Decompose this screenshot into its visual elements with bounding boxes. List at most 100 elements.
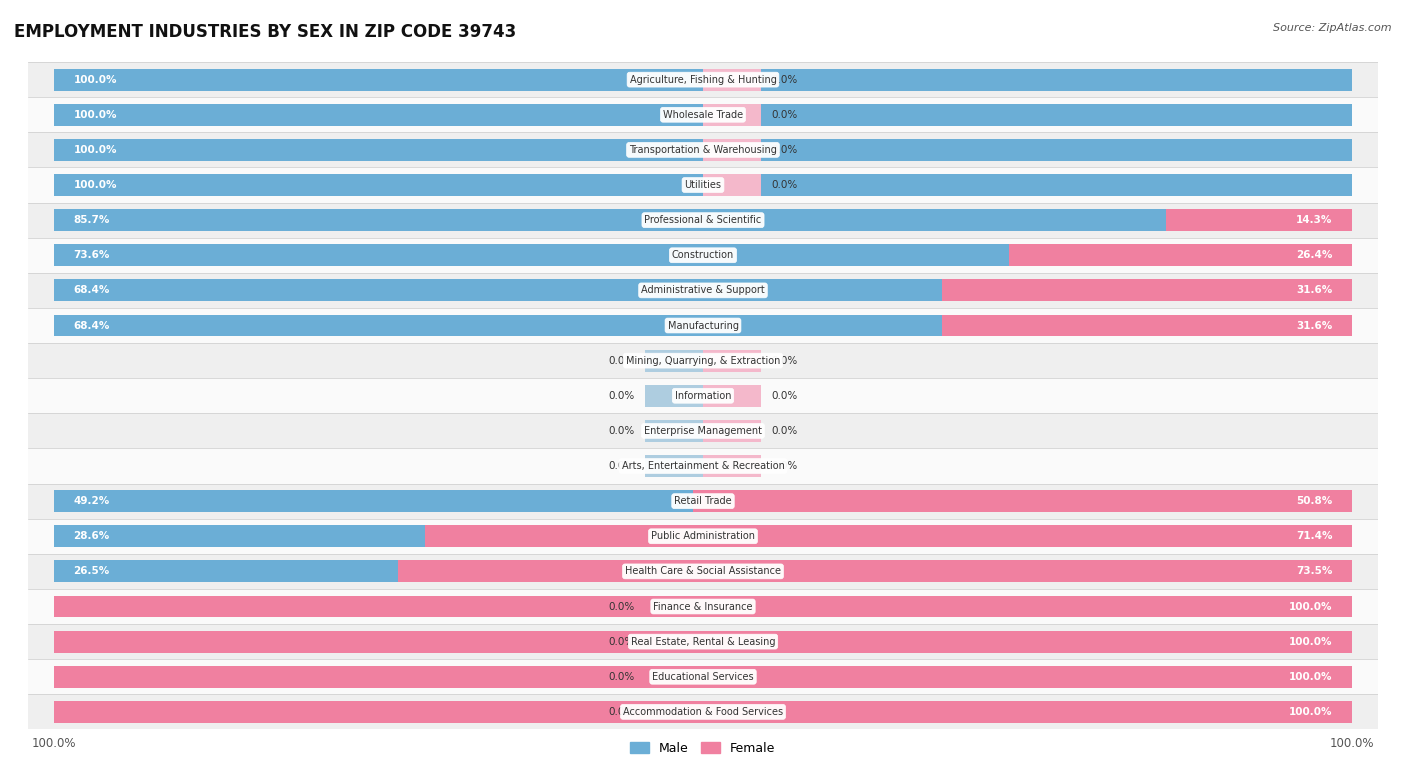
Text: 0.0%: 0.0% bbox=[607, 391, 634, 400]
Bar bbox=[703, 174, 762, 196]
Text: 73.5%: 73.5% bbox=[1296, 566, 1333, 577]
Text: 0.0%: 0.0% bbox=[607, 707, 634, 717]
Bar bbox=[28, 97, 1378, 133]
Text: 85.7%: 85.7% bbox=[73, 215, 110, 225]
Text: Construction: Construction bbox=[672, 251, 734, 260]
Text: 68.4%: 68.4% bbox=[73, 286, 110, 296]
Text: Retail Trade: Retail Trade bbox=[675, 496, 731, 506]
Text: 0.0%: 0.0% bbox=[772, 426, 799, 436]
Bar bbox=[28, 589, 1378, 624]
Text: 0.0%: 0.0% bbox=[607, 601, 634, 611]
Text: 68.4%: 68.4% bbox=[73, 320, 110, 331]
Text: 100.0%: 100.0% bbox=[73, 74, 117, 85]
Bar bbox=[703, 69, 762, 91]
Bar bbox=[53, 631, 1353, 653]
Text: 26.4%: 26.4% bbox=[1296, 251, 1333, 260]
Text: Wholesale Trade: Wholesale Trade bbox=[664, 109, 742, 120]
Text: 0.0%: 0.0% bbox=[772, 355, 799, 365]
Text: Real Estate, Rental & Leasing: Real Estate, Rental & Leasing bbox=[631, 636, 775, 646]
Bar bbox=[644, 631, 703, 653]
Bar bbox=[644, 455, 703, 477]
Text: 0.0%: 0.0% bbox=[607, 672, 634, 682]
Bar bbox=[28, 414, 1378, 449]
Text: 31.6%: 31.6% bbox=[1296, 286, 1333, 296]
Text: Finance & Insurance: Finance & Insurance bbox=[654, 601, 752, 611]
Text: Arts, Entertainment & Recreation: Arts, Entertainment & Recreation bbox=[621, 461, 785, 471]
Bar bbox=[53, 525, 425, 547]
Text: 73.6%: 73.6% bbox=[73, 251, 110, 260]
Text: Professional & Scientific: Professional & Scientific bbox=[644, 215, 762, 225]
Bar bbox=[942, 314, 1353, 337]
Text: Mining, Quarrying, & Extraction: Mining, Quarrying, & Extraction bbox=[626, 355, 780, 365]
Bar bbox=[53, 210, 1167, 231]
Bar bbox=[398, 560, 1353, 582]
Bar bbox=[28, 343, 1378, 378]
Text: 100.0%: 100.0% bbox=[73, 145, 117, 155]
Bar bbox=[644, 420, 703, 442]
Text: Administrative & Support: Administrative & Support bbox=[641, 286, 765, 296]
Bar bbox=[53, 104, 1353, 126]
Bar bbox=[53, 314, 942, 337]
Bar bbox=[28, 203, 1378, 237]
Text: Information: Information bbox=[675, 391, 731, 400]
Text: Health Care & Social Assistance: Health Care & Social Assistance bbox=[626, 566, 780, 577]
Bar bbox=[693, 490, 1353, 512]
Text: 100.0%: 100.0% bbox=[1289, 636, 1333, 646]
Legend: Male, Female: Male, Female bbox=[626, 737, 780, 760]
Text: Public Administration: Public Administration bbox=[651, 532, 755, 541]
Text: 100.0%: 100.0% bbox=[73, 180, 117, 190]
Bar bbox=[28, 624, 1378, 659]
Text: 14.3%: 14.3% bbox=[1296, 215, 1333, 225]
Bar bbox=[425, 525, 1353, 547]
Bar bbox=[53, 244, 1010, 266]
Text: 100.0%: 100.0% bbox=[1289, 601, 1333, 611]
Text: 0.0%: 0.0% bbox=[772, 145, 799, 155]
Text: 0.0%: 0.0% bbox=[772, 391, 799, 400]
Bar bbox=[28, 133, 1378, 168]
Text: 0.0%: 0.0% bbox=[772, 461, 799, 471]
Text: 100.0%: 100.0% bbox=[1289, 707, 1333, 717]
Bar bbox=[53, 279, 942, 301]
Text: 71.4%: 71.4% bbox=[1296, 532, 1333, 541]
Text: 31.6%: 31.6% bbox=[1296, 320, 1333, 331]
Bar bbox=[28, 554, 1378, 589]
Bar bbox=[644, 701, 703, 722]
Text: Educational Services: Educational Services bbox=[652, 672, 754, 682]
Text: Enterprise Management: Enterprise Management bbox=[644, 426, 762, 436]
Bar bbox=[53, 490, 693, 512]
Text: 0.0%: 0.0% bbox=[607, 355, 634, 365]
Bar bbox=[644, 666, 703, 688]
Bar bbox=[28, 237, 1378, 273]
Text: 49.2%: 49.2% bbox=[73, 496, 110, 506]
Bar bbox=[53, 701, 1353, 722]
Text: 0.0%: 0.0% bbox=[772, 74, 799, 85]
Text: Accommodation & Food Services: Accommodation & Food Services bbox=[623, 707, 783, 717]
Bar bbox=[644, 350, 703, 372]
Bar bbox=[28, 449, 1378, 483]
Bar bbox=[942, 279, 1353, 301]
Bar bbox=[703, 139, 762, 161]
Bar bbox=[703, 420, 762, 442]
Text: 50.8%: 50.8% bbox=[1296, 496, 1333, 506]
Bar bbox=[53, 139, 1353, 161]
Bar bbox=[28, 378, 1378, 414]
Bar bbox=[1010, 244, 1353, 266]
Bar bbox=[703, 350, 762, 372]
Bar bbox=[28, 659, 1378, 695]
Bar bbox=[53, 69, 1353, 91]
Text: 0.0%: 0.0% bbox=[607, 636, 634, 646]
Bar bbox=[28, 518, 1378, 554]
Text: 0.0%: 0.0% bbox=[607, 426, 634, 436]
Bar bbox=[28, 273, 1378, 308]
Text: Source: ZipAtlas.com: Source: ZipAtlas.com bbox=[1274, 23, 1392, 33]
Bar bbox=[53, 596, 1353, 618]
Bar bbox=[28, 483, 1378, 518]
Text: 0.0%: 0.0% bbox=[772, 109, 799, 120]
Text: 0.0%: 0.0% bbox=[607, 461, 634, 471]
Bar bbox=[703, 385, 762, 407]
Bar bbox=[28, 308, 1378, 343]
Bar bbox=[28, 168, 1378, 203]
Bar bbox=[703, 104, 762, 126]
Text: 0.0%: 0.0% bbox=[772, 180, 799, 190]
Text: Transportation & Warehousing: Transportation & Warehousing bbox=[628, 145, 778, 155]
